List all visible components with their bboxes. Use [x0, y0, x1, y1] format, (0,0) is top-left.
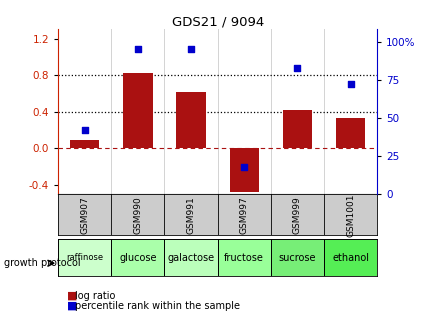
Text: percentile rank within the sample: percentile rank within the sample — [75, 301, 240, 311]
Point — [293, 65, 300, 70]
Text: glucose: glucose — [119, 252, 157, 263]
Text: GSM999: GSM999 — [292, 196, 301, 234]
Bar — [70, 140, 99, 148]
Point — [240, 164, 247, 169]
Text: sucrose: sucrose — [278, 252, 316, 263]
Text: GSM997: GSM997 — [239, 196, 248, 234]
Text: fructose: fructose — [224, 252, 264, 263]
Title: GDS21 / 9094: GDS21 / 9094 — [171, 15, 263, 28]
Text: GSM907: GSM907 — [80, 196, 89, 234]
Text: GSM990: GSM990 — [133, 196, 142, 234]
Point — [187, 47, 194, 52]
Text: galactose: galactose — [167, 252, 214, 263]
Text: raffinose: raffinose — [66, 253, 103, 262]
Point — [134, 47, 141, 52]
Text: GSM1001: GSM1001 — [345, 193, 354, 237]
Bar — [282, 110, 311, 148]
Bar — [58, 239, 111, 276]
Text: ■: ■ — [67, 291, 77, 301]
Bar — [335, 118, 364, 148]
Text: log ratio: log ratio — [75, 291, 116, 301]
Point — [81, 128, 88, 133]
Text: ■: ■ — [67, 301, 77, 311]
Bar — [229, 148, 258, 192]
Bar — [164, 239, 217, 276]
Bar — [217, 239, 270, 276]
Point — [346, 82, 353, 87]
Text: growth protocol: growth protocol — [4, 258, 81, 268]
Bar — [111, 239, 164, 276]
Text: GSM991: GSM991 — [186, 196, 195, 234]
Bar — [176, 92, 205, 148]
Bar — [270, 239, 323, 276]
Bar — [123, 73, 152, 148]
Bar — [323, 239, 376, 276]
Text: ethanol: ethanol — [331, 252, 368, 263]
